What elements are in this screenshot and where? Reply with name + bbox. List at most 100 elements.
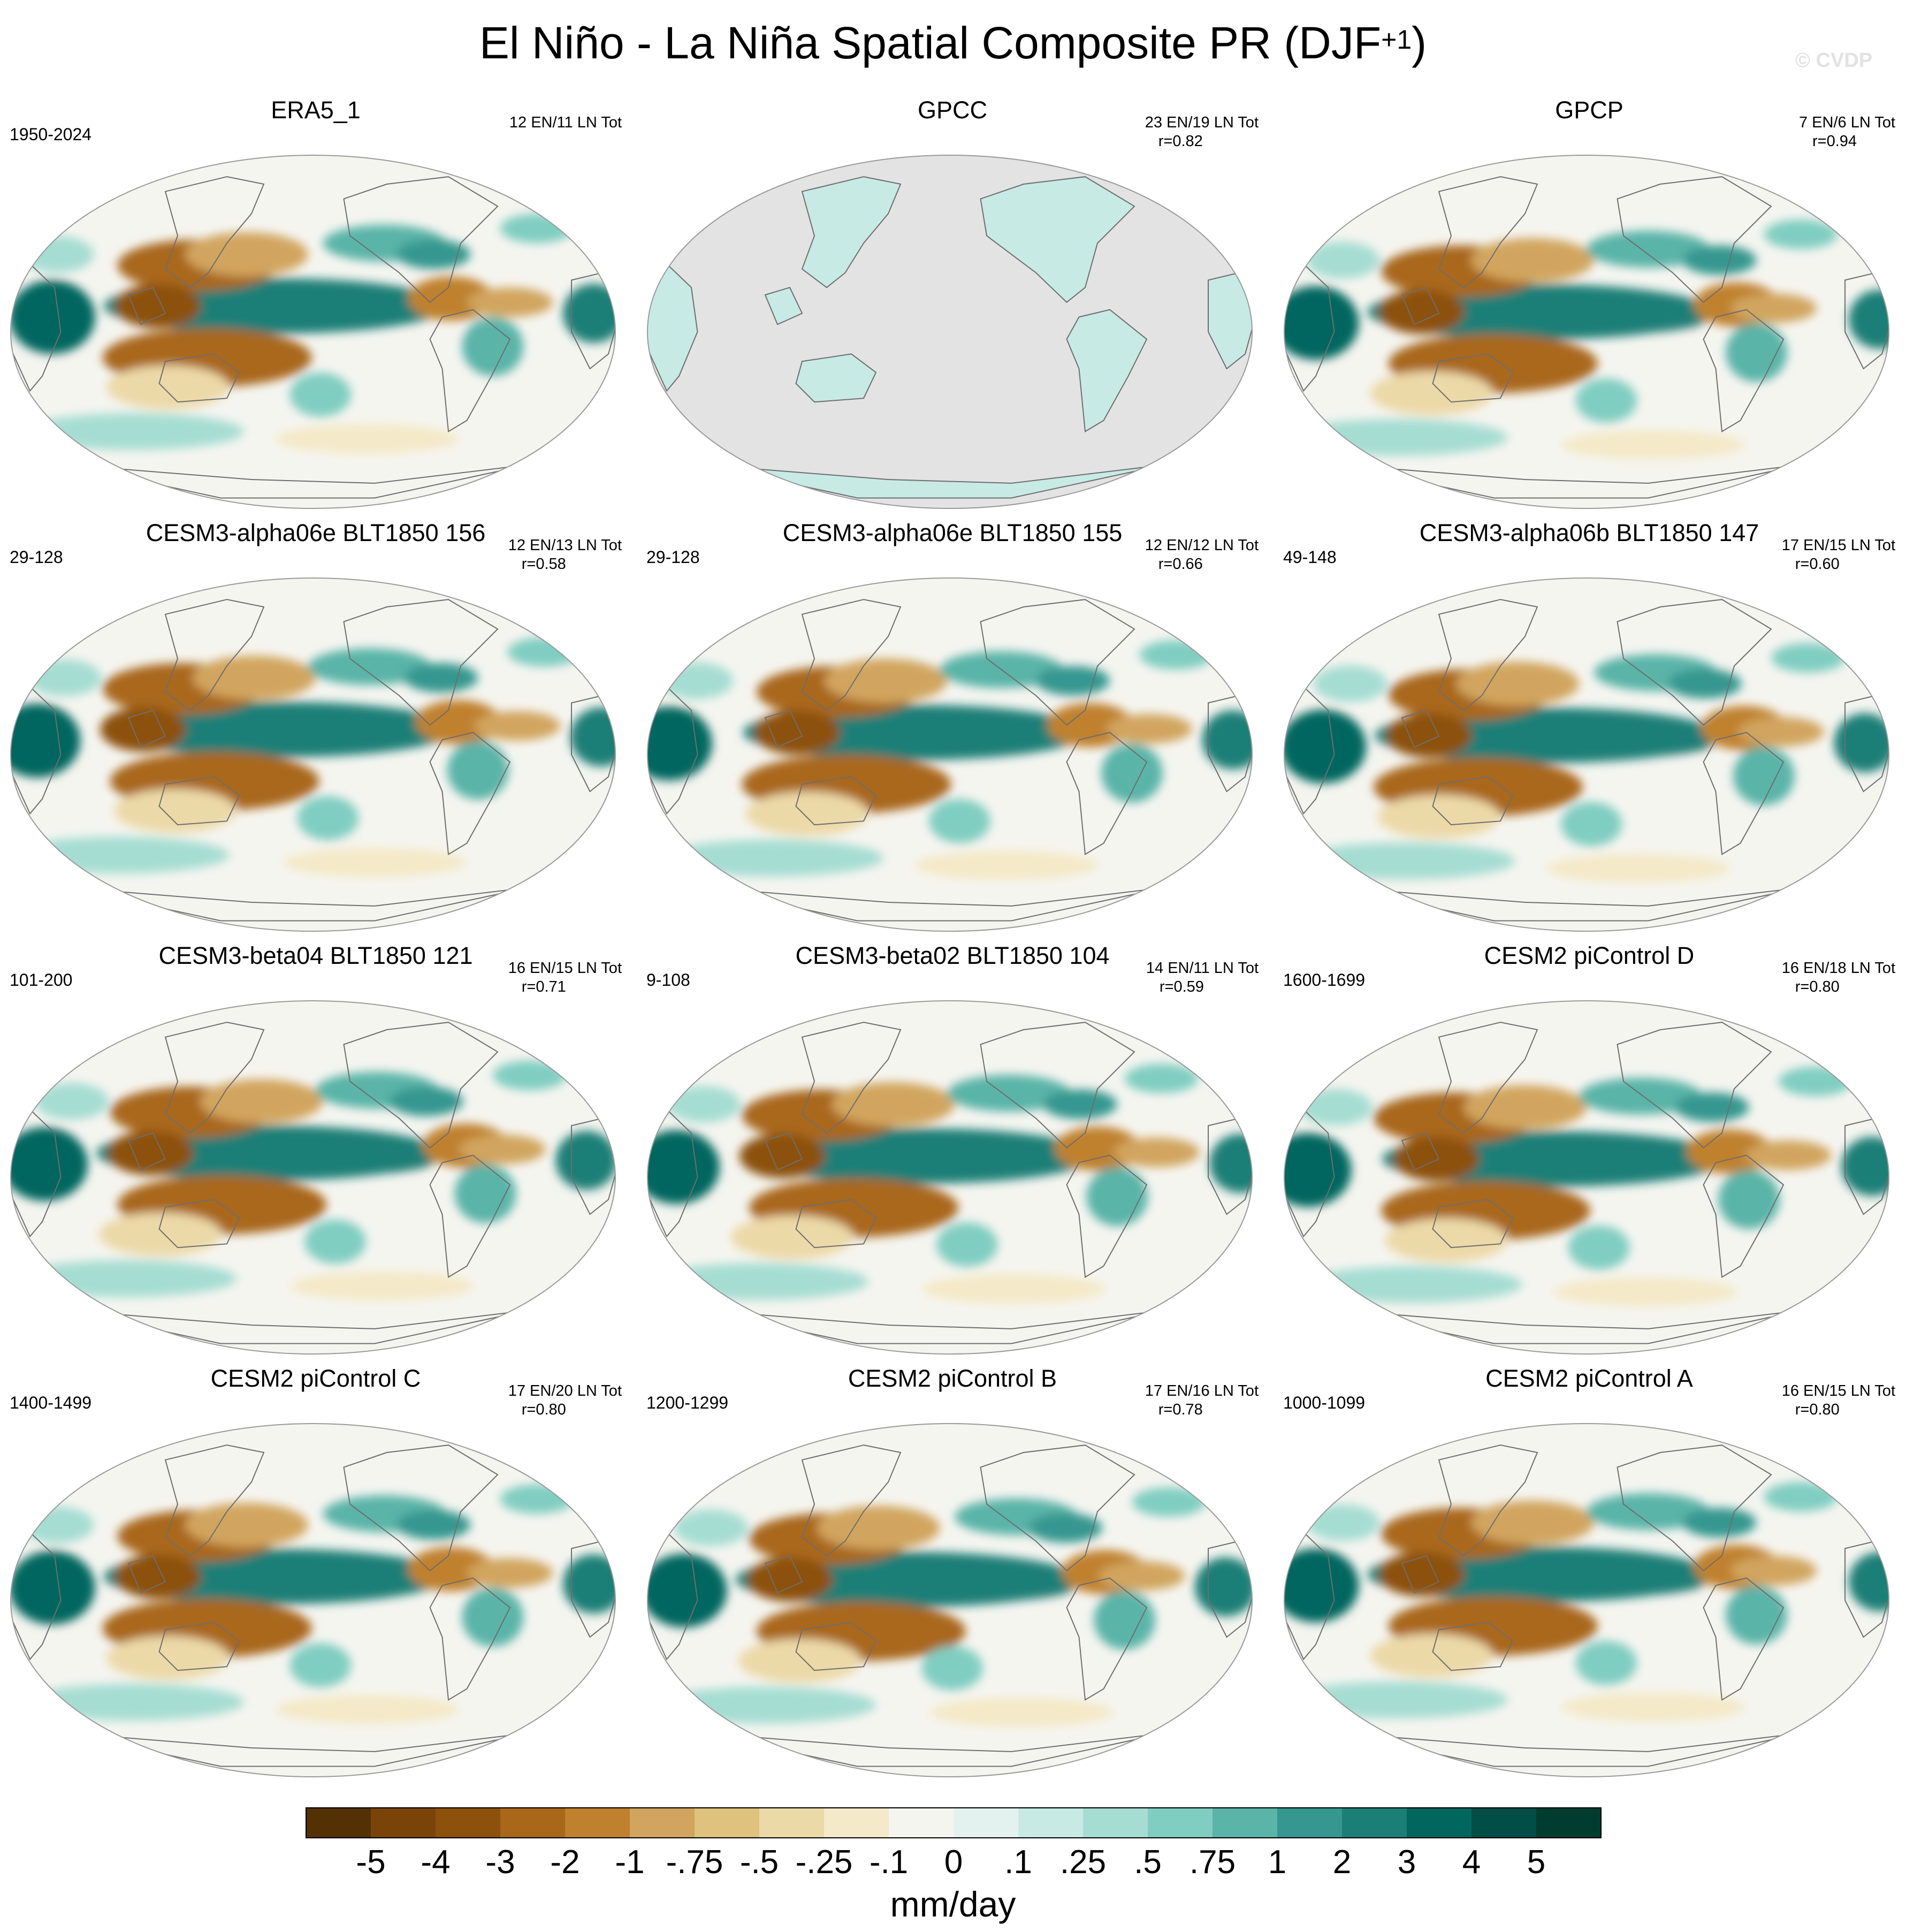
pattern-correlation-text: r=0.80	[1795, 1401, 1840, 1418]
coastline	[1703, 309, 1785, 432]
anomaly-blob	[1106, 714, 1193, 744]
colorbar-tick-label: -5	[356, 1844, 385, 1881]
coastline	[429, 309, 511, 432]
anomaly-field	[11, 214, 615, 454]
colorbar-swatch	[759, 1808, 825, 1838]
colorbar-tick-label: -.75	[666, 1844, 723, 1881]
anomaly-blob	[928, 798, 990, 843]
coastline	[1703, 1154, 1785, 1278]
coastline	[1066, 732, 1148, 855]
panel-title: CESM3-beta04 BLT1850 121	[158, 942, 473, 969]
anomaly-blob	[100, 707, 187, 752]
anomaly-blob	[1377, 794, 1500, 839]
colorbar-swatch	[1213, 1808, 1278, 1838]
panel-year-range: 1400-1499	[10, 1393, 92, 1412]
colorbar-swatch	[1083, 1808, 1148, 1838]
anomaly-blob	[730, 1215, 854, 1260]
map-field	[11, 1001, 615, 1354]
map-field	[11, 1424, 615, 1777]
anomaly-blob	[1575, 1640, 1637, 1685]
anomaly-blob	[1043, 1089, 1117, 1119]
anomaly-blob	[562, 284, 615, 343]
coastline	[1284, 1102, 1335, 1238]
coastline	[1438, 599, 1538, 711]
coastline	[1066, 1154, 1148, 1278]
anomaly-blob	[289, 372, 352, 417]
map-panel: CESM3-alpha06e BLT1850 155 29-128 12 EN/12…	[637, 519, 1268, 942]
coastline	[764, 1132, 803, 1171]
anomaly-blob	[289, 1271, 475, 1301]
anomaly-blob	[462, 1587, 524, 1647]
anomaly-blob	[1587, 1493, 1710, 1530]
robinson-map	[647, 1000, 1253, 1355]
coastline	[11, 257, 62, 392]
colorbar-swatch	[306, 1808, 371, 1838]
anomaly-blob	[661, 839, 883, 877]
colorbar-tick-label: .1	[1004, 1844, 1032, 1881]
anomaly-blob	[1384, 1218, 1508, 1262]
anomaly-blob	[1194, 1557, 1252, 1617]
anomaly-blob	[492, 1060, 567, 1091]
anomaly-blob	[1378, 1552, 1465, 1597]
coastline	[801, 599, 902, 711]
anomaly-blob	[98, 1212, 222, 1257]
anomaly-blob	[389, 1086, 463, 1116]
anomaly-blob	[1568, 1225, 1630, 1270]
anomaly-blob	[654, 1686, 876, 1724]
anomaly-field	[11, 1484, 615, 1724]
panel-title: CESM2 piControl D	[1484, 942, 1695, 969]
anomaly-blob	[106, 1636, 230, 1680]
coastline	[343, 176, 499, 303]
robinson-map	[10, 1000, 616, 1355]
colorbar-tick-label: -3	[485, 1844, 515, 1881]
robinson-map	[647, 577, 1253, 932]
panel-event-counts: 7 EN/6 LN Tot r=0.94	[1799, 113, 1895, 151]
coastline	[343, 1444, 499, 1572]
anomaly-blob	[462, 317, 524, 376]
coastline	[1401, 709, 1440, 748]
event-count-text: 17 EN/16 LN Tot	[1145, 1382, 1259, 1399]
anomaly-blob	[824, 658, 948, 703]
event-count-text: 12 EN/11 LN Tot	[509, 114, 622, 131]
anomaly-blob	[200, 1079, 323, 1124]
anomaly-blob	[1718, 1170, 1780, 1229]
land-precip-region	[980, 176, 1135, 303]
panel-title: CESM3-alpha06b BLT1850 147	[1419, 519, 1759, 546]
anomaly-blob	[667, 1085, 741, 1123]
colorbar-tick-label: 4	[1462, 1844, 1481, 1881]
panel-title: GPCC	[917, 96, 987, 124]
colorbar-tick-label: -.1	[870, 1844, 908, 1881]
coastline	[1438, 176, 1538, 288]
map-field	[11, 155, 615, 508]
coastline	[1284, 1525, 1335, 1661]
colorbar-swatch	[954, 1808, 1019, 1838]
anomaly-field	[647, 1063, 1252, 1304]
coastline	[158, 353, 240, 403]
anomaly-blob	[1560, 430, 1745, 460]
anomaly-blob	[467, 1558, 553, 1588]
map-panel: ERA5_1 1950-2024 12 EN/11 LN Tot	[0, 96, 631, 519]
anomaly-blob	[1778, 1067, 1852, 1097]
colorbar-swatch	[565, 1808, 630, 1838]
anomaly-blob	[1730, 1556, 1817, 1586]
robinson-map	[1284, 155, 1889, 509]
panel-event-counts: 16 EN/15 LN Tot r=0.71	[508, 959, 622, 997]
anomaly-blob	[1733, 746, 1795, 806]
coastline	[1617, 599, 1772, 726]
coastline	[1703, 1577, 1785, 1701]
anomaly-blob	[1284, 1548, 1359, 1623]
cvdp-watermark: © CVDP	[1795, 49, 1873, 72]
anomaly-blob	[1470, 238, 1594, 283]
map-outline	[647, 1000, 1253, 1355]
anomaly-blob	[1764, 219, 1838, 249]
pattern-correlation-text: r=0.80	[1795, 978, 1840, 995]
pattern-correlation-text: r=0.71	[521, 978, 566, 995]
anomaly-blob	[408, 1547, 494, 1592]
anomaly-blob	[1560, 802, 1622, 847]
anomaly-blob	[739, 1134, 826, 1178]
anomaly-blob	[415, 699, 501, 744]
map-panel: CESM3-alpha06e BLT1850 156 29-128 12 EN/13…	[0, 519, 631, 942]
panel-year-range: 1950-2024	[10, 125, 92, 144]
colorbar-swatch	[1536, 1808, 1602, 1838]
coastline	[164, 599, 265, 711]
